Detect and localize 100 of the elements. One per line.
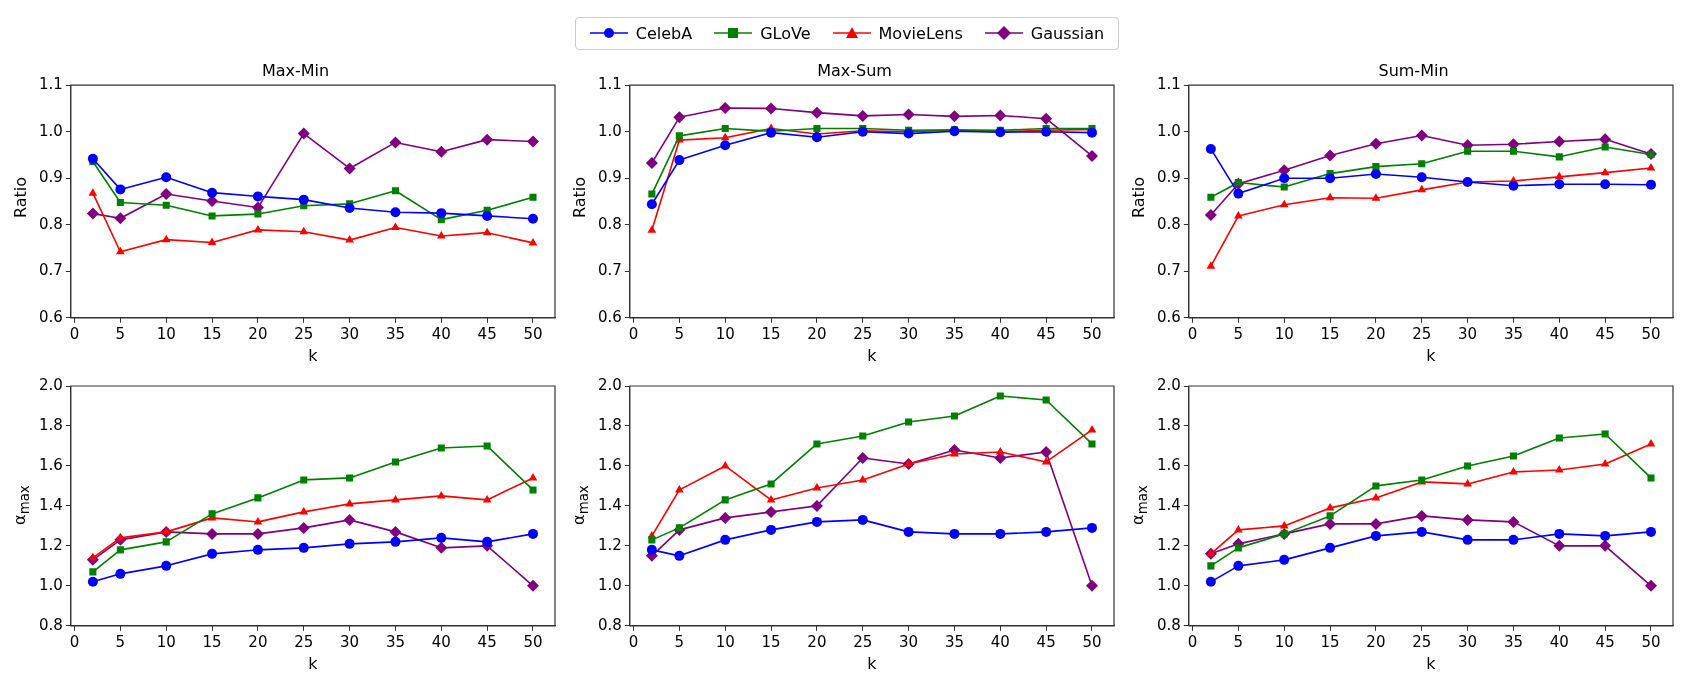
y-tick-label: 1.6	[1157, 455, 1181, 474]
legend-label: CelebA	[635, 23, 693, 43]
x-axis-title: k	[308, 653, 319, 673]
x-tick-label: 35	[944, 632, 964, 651]
x-tick-label: 0	[1187, 324, 1198, 343]
x-tick-label: 25	[853, 324, 873, 343]
x-tick-label: 0	[628, 632, 639, 651]
x-tick-label: 10	[156, 324, 176, 343]
y-tick-label: 1.2	[39, 535, 63, 554]
y-tick-label: 0.8	[1157, 615, 1181, 634]
y-tick-label: 1.6	[598, 455, 622, 474]
x-tick-label: 10	[715, 324, 735, 343]
y-tick-label: 2.0	[1157, 375, 1181, 394]
chart-title: Max-Min	[261, 60, 330, 80]
y-tick-label: 0.8	[598, 214, 622, 233]
x-tick-label: 5	[1233, 324, 1244, 343]
x-axis-title: k	[1426, 345, 1437, 365]
x-tick-label: 40	[431, 632, 451, 651]
x-tick-label: 50	[523, 632, 543, 651]
y-tick-label: 0.7	[598, 261, 622, 280]
y-tick-label: 1.1	[39, 75, 63, 94]
x-tick-label: 20	[807, 324, 827, 343]
y-tick-label: 0.6	[1157, 307, 1181, 326]
y-tick-label: 1.4	[39, 495, 63, 514]
x-tick-label: 35	[944, 324, 964, 343]
y-tick-label: 2.0	[598, 375, 622, 394]
y-tick-label: 0.9	[39, 168, 63, 187]
y-tick-label: 0.8	[598, 615, 622, 634]
x-tick-label: 15	[1320, 324, 1340, 343]
x-tick-label: 25	[294, 324, 314, 343]
x-tick-label: 35	[385, 324, 405, 343]
x-tick-label: 20	[1366, 632, 1386, 651]
x-tick-label: 0	[69, 324, 80, 343]
x-tick-label: 30	[340, 324, 360, 343]
y-tick-label: 1.0	[39, 121, 63, 140]
y-tick-label: 0.6	[598, 307, 622, 326]
y-tick-label: 0.8	[1157, 214, 1181, 233]
x-tick-label: 5	[115, 324, 126, 343]
y-axis-title: Ratio	[570, 176, 590, 218]
x-tick-label: 45	[1595, 324, 1615, 343]
y-tick-label: 1.0	[39, 575, 63, 594]
y-axis-title: Ratio	[11, 176, 31, 218]
y-tick-label: 0.8	[39, 615, 63, 634]
x-tick-label: 45	[1595, 632, 1615, 651]
y-tick-label: 1.1	[1157, 75, 1181, 94]
x-tick-label: 35	[1503, 324, 1523, 343]
x-tick-label: 35	[385, 632, 405, 651]
y-tick-label: 1.8	[598, 415, 622, 434]
y-axis-title: Ratio	[1129, 176, 1149, 218]
x-axis-title: k	[1426, 653, 1437, 673]
y-tick-label: 0.7	[1157, 261, 1181, 280]
x-tick-label: 0	[1187, 632, 1198, 651]
x-tick-label: 30	[899, 324, 919, 343]
x-tick-label: 40	[990, 632, 1010, 651]
x-tick-label: 45	[1036, 324, 1056, 343]
y-tick-label: 0.8	[39, 214, 63, 233]
x-tick-label: 20	[1366, 324, 1386, 343]
x-tick-label: 50	[1082, 324, 1102, 343]
y-tick-label: 1.8	[39, 415, 63, 434]
x-tick-label: 15	[761, 324, 781, 343]
y-tick-label: 0.9	[1157, 168, 1181, 187]
x-tick-label: 5	[674, 324, 685, 343]
legend-label: GLoVe	[760, 23, 811, 43]
y-tick-label: 1.4	[1157, 495, 1181, 514]
y-tick-label: 1.0	[598, 575, 622, 594]
chart-title: Max-Sum	[817, 60, 892, 80]
x-tick-label: 40	[990, 324, 1010, 343]
x-tick-label: 25	[1412, 632, 1432, 651]
x-axis-title: k	[867, 345, 878, 365]
x-tick-label: 45	[477, 632, 497, 651]
y-tick-label: 1.0	[1157, 575, 1181, 594]
x-tick-label: 10	[715, 632, 735, 651]
x-tick-label: 15	[202, 632, 222, 651]
x-tick-label: 50	[1641, 324, 1661, 343]
legend-label: Gaussian	[1030, 23, 1105, 43]
y-tick-label: 1.6	[39, 455, 63, 474]
x-tick-label: 40	[1549, 324, 1569, 343]
x-tick-label: 5	[1233, 632, 1244, 651]
y-tick-label: 1.8	[1157, 415, 1181, 434]
x-tick-label: 10	[1274, 632, 1294, 651]
x-tick-label: 40	[431, 324, 451, 343]
y-tick-label: 0.6	[39, 307, 63, 326]
x-tick-label: 0	[69, 632, 80, 651]
legend-label: MovieLens	[878, 23, 963, 43]
y-tick-label: 1.4	[598, 495, 622, 514]
x-tick-label: 50	[523, 324, 543, 343]
y-tick-label: 2.0	[39, 375, 63, 394]
x-tick-label: 45	[1036, 632, 1056, 651]
x-tick-label: 30	[340, 632, 360, 651]
y-tick-label: 1.0	[1157, 121, 1181, 140]
x-tick-label: 30	[1458, 324, 1478, 343]
x-tick-label: 30	[899, 632, 919, 651]
x-tick-label: 50	[1641, 632, 1661, 651]
y-tick-label: 1.2	[1157, 535, 1181, 554]
x-tick-label: 35	[1503, 632, 1523, 651]
x-tick-label: 40	[1549, 632, 1569, 651]
x-tick-label: 25	[853, 632, 873, 651]
y-tick-label: 0.7	[39, 261, 63, 280]
x-tick-label: 10	[1274, 324, 1294, 343]
x-tick-label: 20	[248, 324, 268, 343]
